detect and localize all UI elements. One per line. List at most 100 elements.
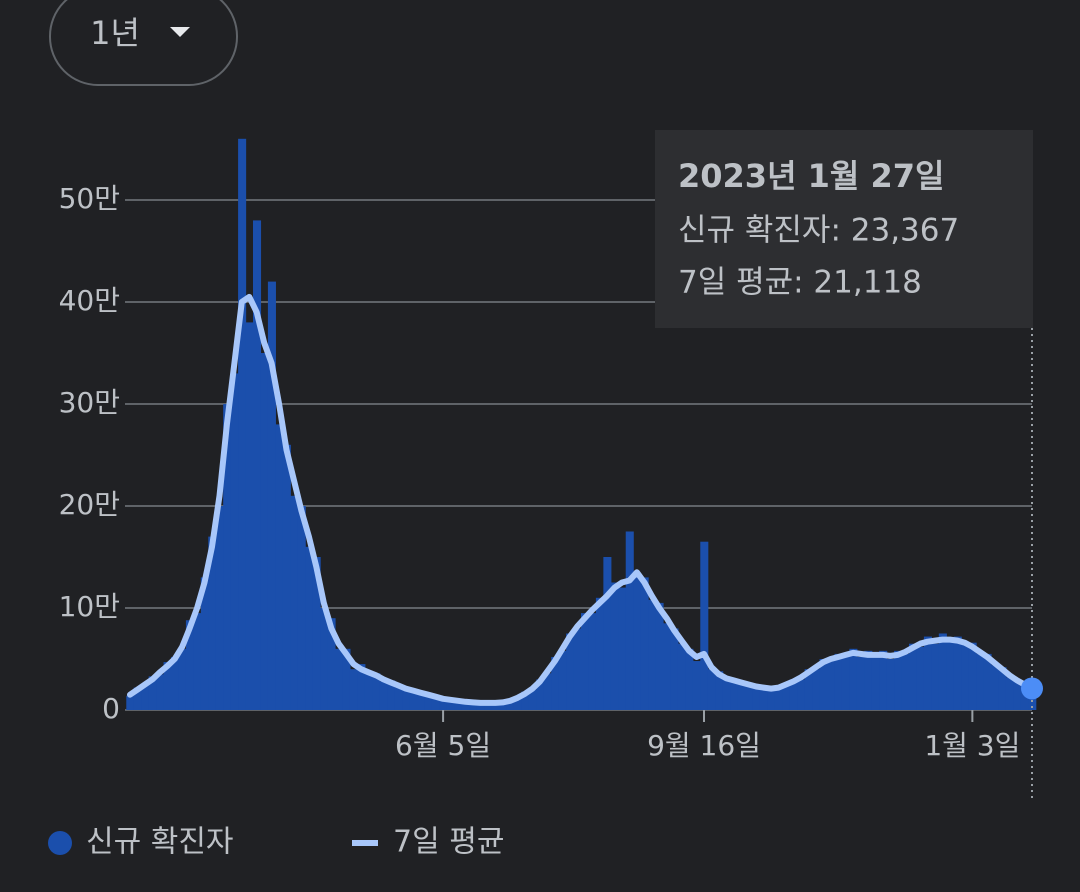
- bar: [223, 404, 232, 710]
- bar: [797, 679, 806, 710]
- bar: [849, 648, 858, 710]
- bar: [439, 699, 448, 710]
- bar: [603, 557, 612, 710]
- range-selector[interactable]: [49, 0, 238, 86]
- bar: [953, 636, 962, 710]
- bar: [573, 628, 582, 710]
- bar: [349, 669, 358, 710]
- tooltip-title: 2023년 1월 27일: [678, 157, 944, 195]
- bar: [752, 687, 761, 710]
- bar: [871, 656, 880, 710]
- bar: [491, 701, 500, 710]
- bar: [454, 701, 463, 710]
- bar: [1013, 679, 1022, 710]
- bar: [499, 702, 508, 710]
- bar: [886, 659, 895, 710]
- bar: [335, 648, 344, 710]
- y-tick-label: 30만: [59, 386, 120, 419]
- dropdown-arrow: [170, 27, 190, 37]
- bar: [730, 679, 739, 710]
- bar: [774, 686, 783, 710]
- bar: [618, 587, 627, 710]
- bar: [372, 673, 381, 710]
- bar: [156, 674, 165, 710]
- y-tick-label: 50만: [59, 182, 120, 215]
- bar: [185, 620, 194, 710]
- y-tick-label: 0: [102, 692, 120, 725]
- bar: [528, 689, 537, 710]
- bar: [543, 673, 552, 710]
- bar: [253, 220, 262, 710]
- bar: [595, 597, 604, 710]
- bar: [394, 687, 403, 710]
- x-tick-label: 9월 16일: [647, 729, 761, 762]
- x-tick-label: 1월 3일: [924, 729, 1020, 762]
- bar: [506, 699, 515, 710]
- bar: [782, 685, 791, 710]
- bar: [685, 648, 694, 710]
- legend-dot: [48, 831, 72, 855]
- bar: [320, 608, 329, 710]
- bar: [364, 674, 373, 710]
- bar: [521, 691, 530, 710]
- bar: [931, 643, 940, 710]
- bar: [767, 689, 776, 710]
- bar: [677, 643, 686, 710]
- bar: [663, 623, 672, 710]
- bar: [759, 685, 768, 710]
- bar: [707, 669, 716, 710]
- bar: [804, 669, 813, 710]
- bar: [238, 138, 247, 711]
- bar: [476, 702, 485, 710]
- bar: [417, 691, 426, 710]
- bar: [633, 577, 642, 710]
- bar: [431, 695, 440, 710]
- bar: [424, 695, 433, 710]
- bar: [789, 679, 798, 710]
- bar: [327, 618, 336, 710]
- bar: [200, 577, 209, 710]
- bar: [812, 669, 821, 710]
- bar: [178, 648, 187, 710]
- tooltip: [655, 130, 1033, 328]
- bar: [819, 659, 828, 710]
- bar: [469, 702, 478, 710]
- bar: [864, 650, 873, 710]
- bar: [551, 656, 560, 710]
- bar: [670, 628, 679, 710]
- bar: [1005, 677, 1014, 710]
- tooltip-line: 신규 확진자: 23,367: [678, 213, 959, 249]
- bar: [446, 698, 455, 710]
- bar: [901, 653, 910, 710]
- bar: [968, 642, 977, 710]
- bar: [610, 582, 619, 710]
- bar: [245, 322, 254, 710]
- bar: [946, 640, 955, 710]
- bar: [193, 613, 202, 710]
- bar: [290, 495, 299, 710]
- bar: [640, 577, 649, 710]
- bar: [484, 703, 493, 710]
- hover-point: [1021, 677, 1043, 700]
- bar: [230, 373, 239, 710]
- bar: [856, 656, 865, 710]
- y-tick-label: 40만: [59, 284, 120, 317]
- bar: [409, 691, 418, 710]
- bar: [998, 667, 1007, 710]
- bar: [938, 633, 947, 710]
- bar: [275, 424, 284, 710]
- legend-label: 신규 확진자: [86, 825, 234, 860]
- bar: [133, 687, 142, 710]
- bar: [916, 646, 925, 710]
- bar: [305, 546, 314, 710]
- bar: [737, 683, 746, 710]
- bar: [581, 613, 590, 710]
- bar: [827, 661, 836, 710]
- bar: [655, 602, 664, 710]
- bar: [692, 661, 701, 710]
- average-line: [127, 293, 1035, 706]
- bar: [909, 643, 918, 710]
- bar: [983, 653, 992, 710]
- bar: [342, 648, 351, 710]
